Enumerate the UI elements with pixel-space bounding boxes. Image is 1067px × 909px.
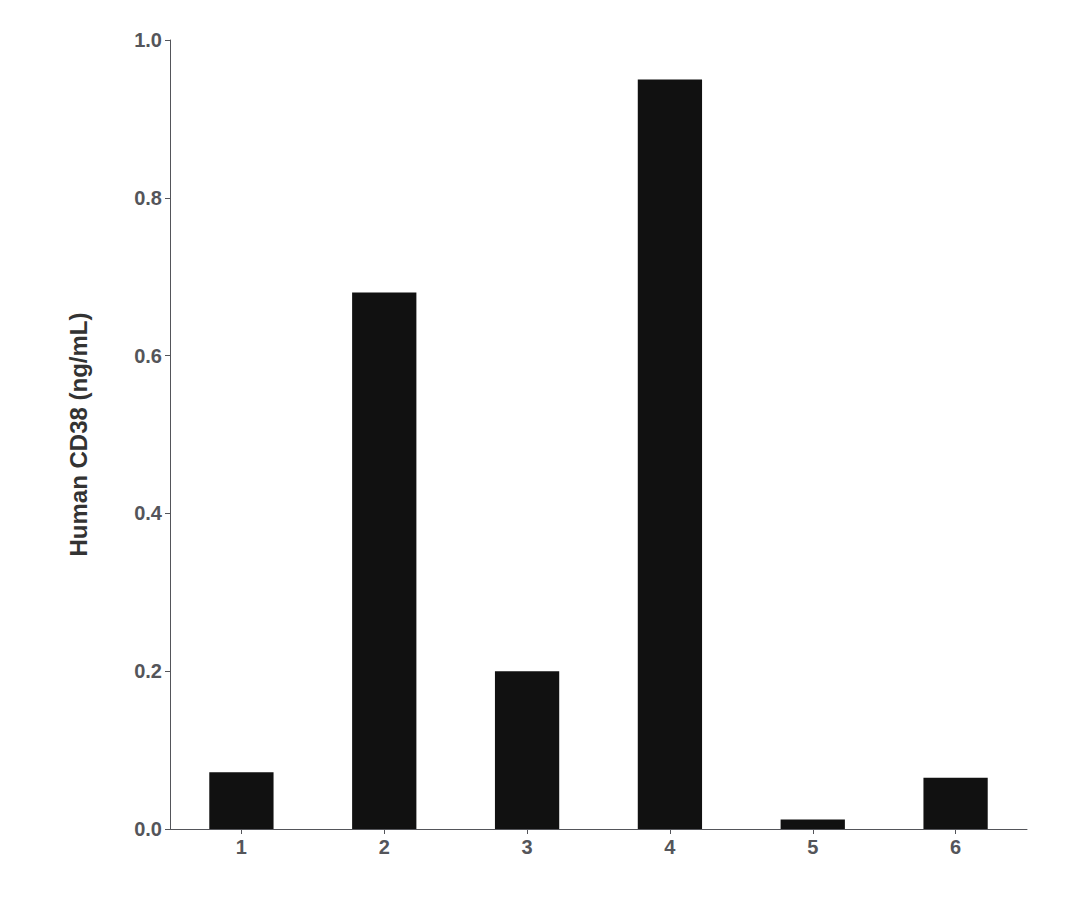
svg-text:1: 1 xyxy=(236,836,247,858)
svg-text:0.4: 0.4 xyxy=(134,502,163,524)
svg-text:0.8: 0.8 xyxy=(134,187,162,209)
svg-text:0.6: 0.6 xyxy=(134,345,162,367)
svg-text:2: 2 xyxy=(379,836,390,858)
svg-text:4: 4 xyxy=(664,836,676,858)
svg-text:Human CD38 (ng/mL): Human CD38 (ng/mL) xyxy=(65,312,92,556)
svg-text:6: 6 xyxy=(950,836,961,858)
svg-text:0.2: 0.2 xyxy=(134,660,162,682)
svg-text:0.0: 0.0 xyxy=(134,818,162,840)
svg-text:1.0: 1.0 xyxy=(134,29,162,51)
svg-text:5: 5 xyxy=(807,836,818,858)
svg-text:3: 3 xyxy=(522,836,533,858)
